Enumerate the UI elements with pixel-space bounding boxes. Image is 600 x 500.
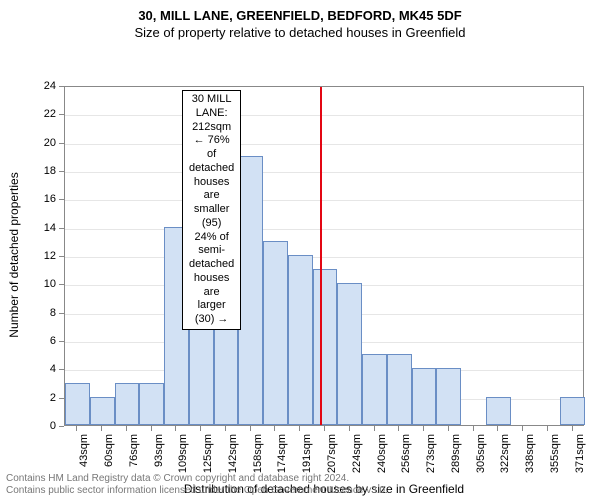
plot-area [64,86,584,426]
annotation-line2: ← 76% of detached houses are smaller (95… [189,134,234,230]
footer: Contains HM Land Registry data © Crown c… [6,473,594,497]
y-tick-mark [59,256,64,257]
y-tick-mark [59,398,64,399]
y-tick-label: 10 [32,278,56,290]
y-tick-mark [59,171,64,172]
bar [263,241,288,425]
y-tick-label: 16 [32,193,56,205]
gridline [65,200,583,201]
x-tick-mark [572,426,573,431]
x-tick-mark [374,426,375,431]
x-tick-mark [225,426,226,431]
y-tick-mark [59,228,64,229]
x-tick-mark [547,426,548,431]
x-tick-mark [200,426,201,431]
y-tick-label: 2 [32,392,56,404]
bar [288,255,313,425]
y-tick-mark [59,341,64,342]
y-tick-mark [59,114,64,115]
x-tick-mark [250,426,251,431]
annotation-box: 30 MILL LANE: 212sqm ← 76% of detached h… [182,90,241,330]
y-tick-label: 24 [32,80,56,92]
chart-container: 30, MILL LANE, GREENFIELD, BEDFORD, MK45… [0,0,600,500]
y-tick-label: 8 [32,307,56,319]
gridline [65,172,583,173]
gridline [65,229,583,230]
gridline [65,144,583,145]
bar [412,368,437,425]
x-tick-mark [349,426,350,431]
title-subtitle: Size of property relative to detached ho… [0,23,600,40]
x-tick-mark [76,426,77,431]
x-tick-mark [101,426,102,431]
bar [90,397,115,425]
bar [139,383,164,426]
title-address: 30, MILL LANE, GREENFIELD, BEDFORD, MK45… [0,0,600,23]
bar [238,156,263,425]
bar [387,354,412,425]
y-tick-mark [59,313,64,314]
y-axis-label: Number of detached properties [7,145,21,365]
bar [362,354,387,425]
x-tick-mark [151,426,152,431]
y-tick-label: 14 [32,222,56,234]
bar [313,269,338,425]
y-tick-label: 12 [32,250,56,262]
y-tick-mark [59,86,64,87]
bar [560,397,585,425]
x-tick-mark [522,426,523,431]
reference-line [320,87,322,425]
y-tick-mark [59,143,64,144]
y-tick-label: 6 [32,335,56,347]
footer-line2: Contains public sector information licen… [6,485,594,497]
footer-line1: Contains HM Land Registry data © Crown c… [6,473,594,485]
x-tick-mark [448,426,449,431]
x-tick-mark [274,426,275,431]
gridline [65,257,583,258]
x-tick-mark [473,426,474,431]
x-tick-mark [175,426,176,431]
annotation-line3: 24% of semi-detached houses are larger (… [189,231,234,327]
y-tick-label: 4 [32,363,56,375]
gridline [65,115,583,116]
x-tick-mark [299,426,300,431]
bar [486,397,511,425]
bar [115,383,140,426]
y-tick-mark [59,426,64,427]
y-tick-label: 22 [32,108,56,120]
y-tick-label: 20 [32,137,56,149]
bar [65,383,90,426]
bar [337,283,362,425]
y-tick-label: 0 [32,420,56,432]
y-tick-mark [59,199,64,200]
annotation-line1: 30 MILL LANE: 212sqm [189,93,234,134]
bar [436,368,461,425]
x-tick-mark [398,426,399,431]
y-tick-label: 18 [32,165,56,177]
y-tick-mark [59,284,64,285]
x-tick-mark [423,426,424,431]
x-tick-mark [497,426,498,431]
x-tick-mark [126,426,127,431]
x-tick-mark [324,426,325,431]
y-tick-mark [59,369,64,370]
